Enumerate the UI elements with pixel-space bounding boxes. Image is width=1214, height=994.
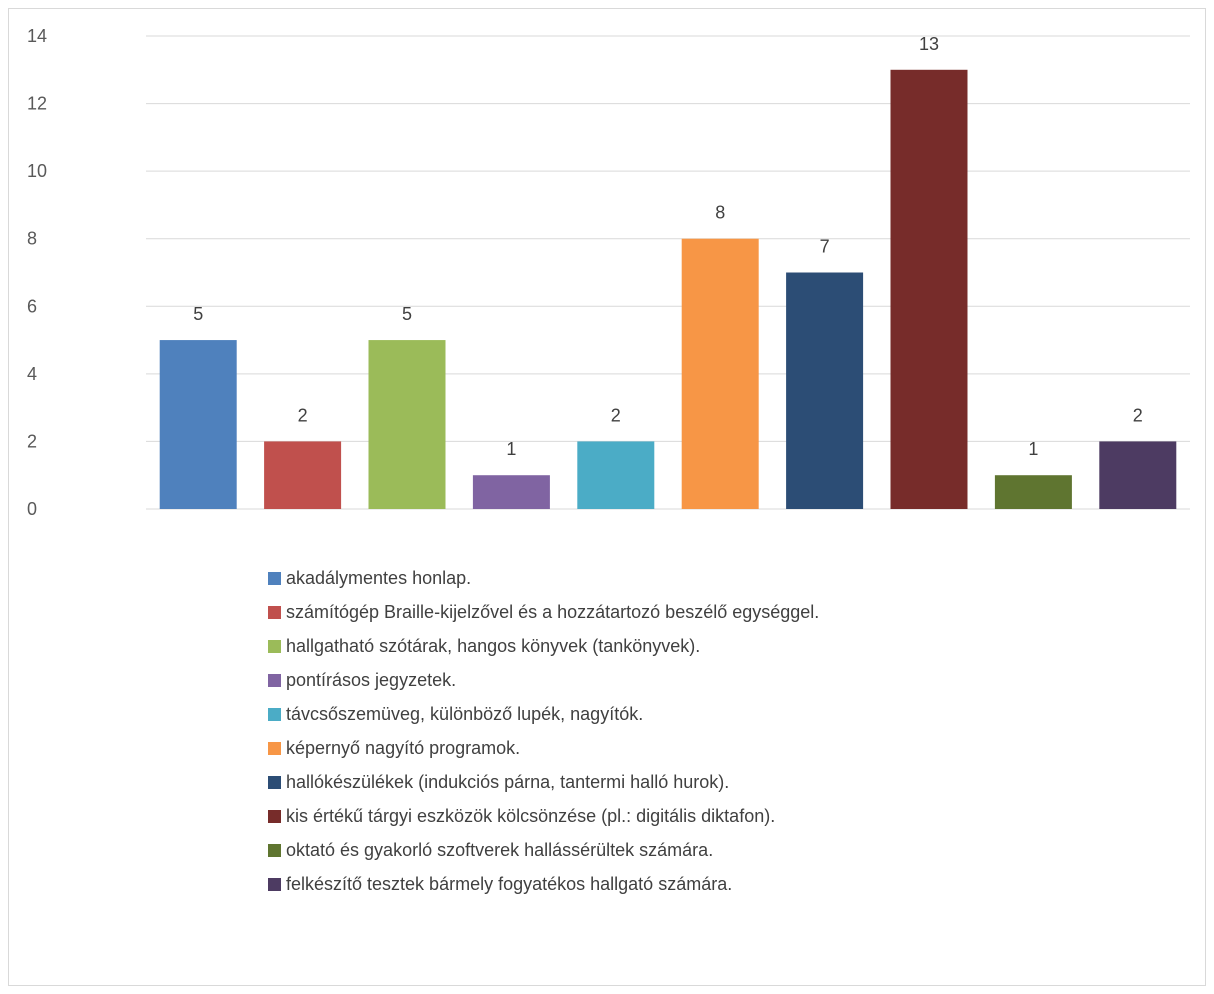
legend-label: oktató és gyakorló szoftverek hallássérü… xyxy=(286,840,714,861)
legend-item: hallgatható szótárak, hangos könyvek (ta… xyxy=(268,629,819,663)
legend-label: felkészítő tesztek bármely fogyatékos ha… xyxy=(286,874,733,895)
data-label: 2 xyxy=(1133,405,1143,425)
data-label: 1 xyxy=(506,439,516,459)
y-tick-label: 2 xyxy=(27,431,37,451)
data-label: 7 xyxy=(820,237,830,257)
bar xyxy=(994,475,1072,509)
legend-label: akadálymentes honlap. xyxy=(286,567,472,588)
y-tick-label: 12 xyxy=(27,94,47,114)
y-tick-label: 6 xyxy=(27,296,37,316)
legend-swatch xyxy=(268,605,281,619)
y-tick-label: 14 xyxy=(27,26,47,46)
bar xyxy=(786,272,864,509)
y-axis-ticks: 0 2 4 6 8 10 12 14 xyxy=(27,26,47,519)
data-label: 8 xyxy=(715,203,725,223)
legend-label: számítógép Braille-kijelzővel és a hozzá… xyxy=(286,601,820,622)
bar xyxy=(159,340,237,509)
legend-label: képernyő nagyító programok. xyxy=(286,738,521,759)
legend-item: kis értékű tárgyi eszközök kölcsönzése (… xyxy=(268,800,819,834)
legend-item: távcsőszemüveg, különböző lupék, nagyító… xyxy=(268,697,819,731)
data-label: 2 xyxy=(611,405,621,425)
bar xyxy=(472,475,550,509)
legend-swatch xyxy=(268,776,281,790)
legend-label: pontírásos jegyzetek. xyxy=(286,669,457,690)
bar xyxy=(577,441,655,509)
bar xyxy=(368,340,446,509)
data-label: 1 xyxy=(1028,439,1038,459)
legend-label: hallókészülékek (indukciós párna, tanter… xyxy=(286,772,730,793)
y-tick-label: 10 xyxy=(27,161,47,181)
bar xyxy=(1099,441,1177,509)
legend-item: pontírásos jegyzetek. xyxy=(268,663,819,697)
data-label: 2 xyxy=(298,405,308,425)
legend-item: képernyő nagyító programok. xyxy=(268,731,819,765)
data-labels: 5 2 5 1 2 8 7 13 1 2 xyxy=(193,34,1143,459)
legend-swatch xyxy=(268,673,281,687)
bar xyxy=(890,69,968,510)
legend-label: kis értékű tárgyi eszközök kölcsönzése (… xyxy=(286,806,776,827)
bar xyxy=(681,238,759,509)
legend-swatch xyxy=(268,707,281,721)
bar xyxy=(264,441,342,509)
y-tick-label: 8 xyxy=(27,229,37,249)
legend-swatch xyxy=(268,844,281,858)
legend-item: hallókészülékek (indukciós párna, tanter… xyxy=(268,766,819,800)
data-label: 13 xyxy=(919,34,939,54)
legend-item: számítógép Braille-kijelzővel és a hozzá… xyxy=(268,595,819,629)
legend-swatch xyxy=(268,810,281,824)
data-label: 5 xyxy=(402,304,412,324)
legend-swatch xyxy=(268,878,281,892)
legend: akadálymentes honlap. számítógép Braille-… xyxy=(268,561,819,902)
y-tick-label: 4 xyxy=(27,364,37,384)
legend-item: oktató és gyakorló szoftverek hallássérü… xyxy=(268,834,819,868)
y-tick-label: 0 xyxy=(27,499,37,519)
legend-swatch xyxy=(268,742,281,756)
bars xyxy=(159,69,1177,510)
legend-swatch xyxy=(268,639,281,653)
legend-item: felkészítő tesztek bármely fogyatékos ha… xyxy=(268,868,819,902)
data-label: 5 xyxy=(193,304,203,324)
legend-swatch xyxy=(268,571,281,585)
legend-label: távcsőszemüveg, különböző lupék, nagyító… xyxy=(286,703,644,724)
gridlines xyxy=(146,35,1190,510)
legend-item: akadálymentes honlap. xyxy=(268,561,819,595)
legend-label: hallgatható szótárak, hangos könyvek (ta… xyxy=(286,635,701,656)
